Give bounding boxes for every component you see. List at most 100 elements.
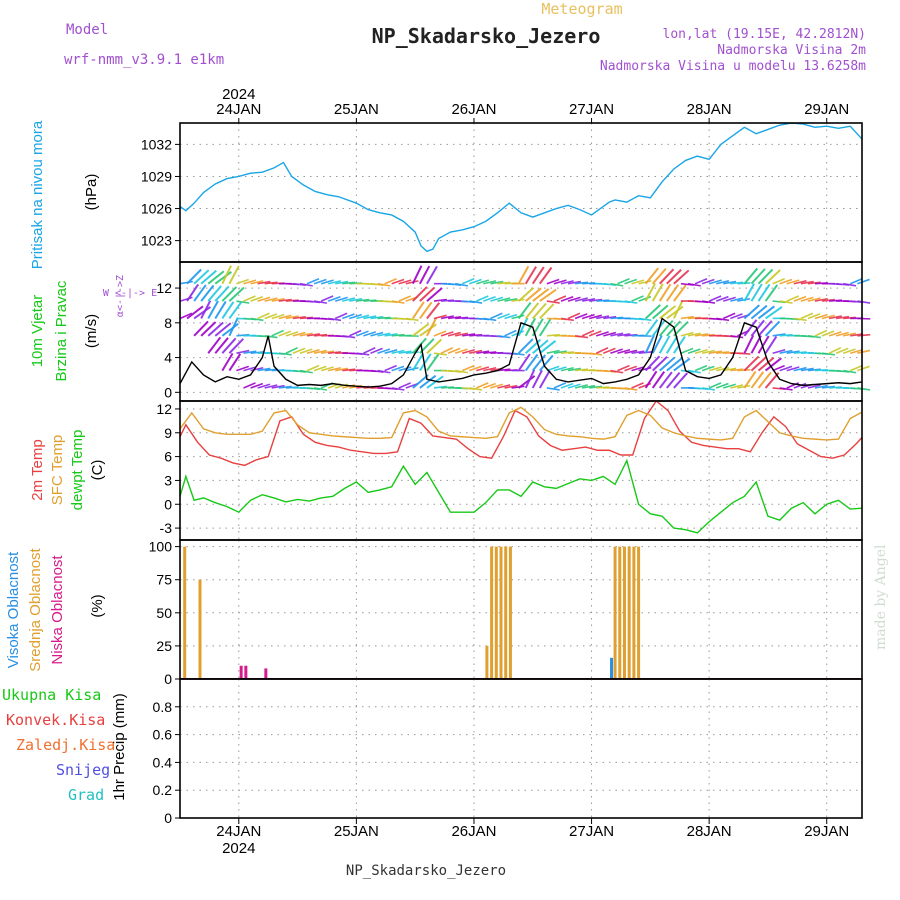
wind-barb — [779, 333, 793, 337]
cloud-bar — [494, 546, 498, 678]
wind-barb — [476, 279, 490, 285]
wind-barb — [327, 295, 341, 302]
wind-barb — [328, 317, 342, 322]
wind-barb — [694, 349, 708, 354]
wind-barb — [313, 333, 328, 337]
wind-barb — [469, 349, 483, 355]
wind-barb — [405, 280, 419, 285]
wind-barb — [723, 367, 737, 372]
wind-barb — [624, 365, 638, 372]
wind-barb — [363, 315, 377, 320]
wind-barb — [723, 296, 736, 302]
wind-barb — [581, 329, 595, 337]
wind-barb — [617, 278, 630, 285]
wind-barb — [737, 352, 751, 355]
wind-barb — [243, 366, 257, 372]
wind-barb — [328, 351, 342, 355]
wind-barb — [560, 351, 574, 355]
wind-barb — [250, 351, 264, 355]
wind-barb — [603, 347, 616, 354]
wind-barb — [743, 334, 755, 354]
wind-barb — [757, 283, 771, 302]
wind-barb — [757, 335, 770, 354]
wind-barb — [701, 387, 716, 391]
wind-barb — [221, 286, 238, 302]
top-year-label: 2024 — [222, 86, 255, 103]
wind-barb — [299, 282, 313, 287]
wind-barb — [517, 353, 531, 372]
cloud-bar — [508, 546, 512, 678]
wind-barb — [236, 333, 250, 337]
wind-barb — [243, 279, 257, 285]
wind-barb — [532, 302, 547, 320]
legend-frz-rain: Zaledj.Kisa — [16, 736, 115, 754]
y-tick-label: 0.8 — [153, 699, 173, 715]
wind-barb — [779, 278, 793, 285]
y-tick-label: 0 — [164, 671, 172, 687]
wind-barb — [356, 298, 370, 302]
wind-barb — [278, 385, 292, 389]
wind-barb — [574, 313, 588, 320]
wind-barb — [531, 266, 545, 285]
wind-barb — [370, 315, 384, 320]
wind-barb — [250, 295, 264, 302]
wind-barb — [835, 347, 849, 354]
wind-barb — [363, 347, 376, 354]
wind-barb — [687, 332, 701, 337]
wind-barb — [497, 297, 511, 302]
wind-barb — [553, 279, 567, 285]
wind-barb — [327, 366, 342, 372]
wind-barb — [193, 320, 209, 337]
wind-barb — [589, 298, 603, 302]
wind-barb — [764, 269, 781, 285]
wind-barb — [370, 331, 384, 337]
wind-barb — [644, 282, 656, 302]
wind-barb — [419, 301, 433, 320]
wind-barb — [455, 369, 469, 374]
wind-barb — [786, 366, 800, 372]
temp-title-1: 2m Temp — [29, 439, 46, 500]
bottom-year-label: 2024 — [222, 840, 255, 857]
wind-barb — [207, 336, 222, 354]
wind-barb — [186, 268, 202, 285]
wind-barb — [750, 304, 768, 320]
wind-barb — [765, 306, 783, 320]
wind-barb — [567, 312, 581, 320]
wind-barb — [694, 333, 709, 337]
wind-barb — [624, 349, 638, 355]
wind-barb — [694, 364, 708, 372]
wind-barb — [377, 369, 391, 374]
wind-barb — [398, 295, 411, 302]
wind-barb — [257, 367, 271, 372]
wind-barb — [476, 295, 489, 302]
wind-barb — [370, 347, 383, 354]
wind-barb — [567, 383, 581, 389]
y-tick-label: 0.2 — [153, 782, 173, 798]
wind-barb — [483, 295, 496, 302]
panel-frame — [179, 539, 863, 680]
wind-barb — [857, 333, 871, 337]
wind-barb — [391, 387, 405, 391]
wind-barb — [187, 336, 197, 353]
top-day-label: 28JAN — [687, 101, 732, 118]
wind-compass-legend-v: α<-|->Z — [115, 275, 126, 317]
wind-barb — [201, 352, 209, 370]
y-tick-label: 1032 — [141, 136, 172, 152]
wind-barb — [412, 374, 429, 389]
bottom-day-label: 27JAN — [569, 823, 614, 840]
wind-barb — [426, 317, 437, 337]
wind-barb — [419, 286, 436, 302]
wind-barb — [651, 283, 664, 302]
wind-barb — [800, 296, 814, 302]
wind-barb — [610, 332, 624, 337]
wind-barb — [644, 355, 661, 372]
wind-barb — [595, 347, 609, 354]
wind-barb — [207, 270, 225, 285]
wind-barb — [730, 297, 744, 302]
wind-barb — [384, 364, 397, 372]
wind-barb — [483, 351, 497, 355]
wind-barb — [574, 335, 589, 339]
wind-barb — [750, 356, 767, 372]
wind-barb — [708, 279, 722, 285]
